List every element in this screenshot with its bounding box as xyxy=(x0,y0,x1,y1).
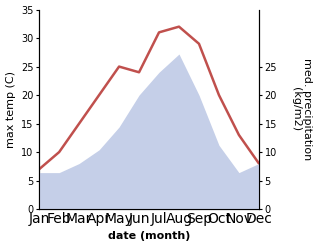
Y-axis label: med. precipitation
(kg/m2): med. precipitation (kg/m2) xyxy=(291,58,313,161)
Y-axis label: max temp (C): max temp (C) xyxy=(5,71,16,148)
X-axis label: date (month): date (month) xyxy=(108,231,190,242)
